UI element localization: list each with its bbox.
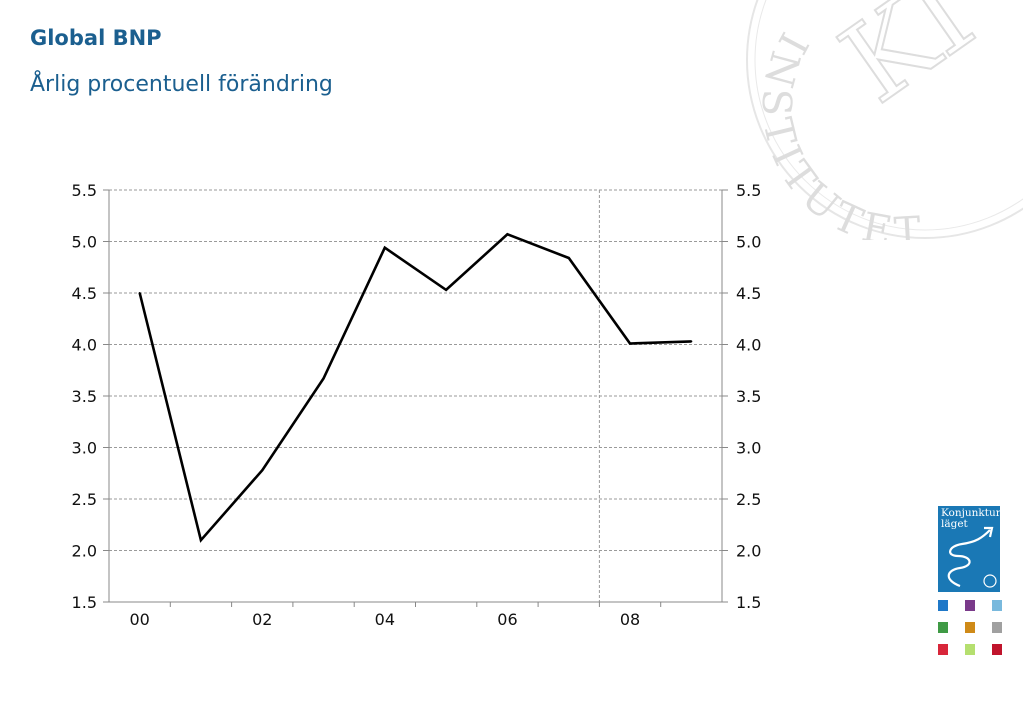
y-right-tick-label: 5.0	[736, 233, 761, 252]
color-swatch-8	[992, 644, 1002, 655]
x-axis-ticks: 00 02 04 06 08	[129, 610, 640, 629]
data-point	[322, 377, 325, 380]
institute-seal-watermark: INSTITUTET KI	[746, 0, 1023, 240]
x-tick-label: 00	[129, 610, 149, 629]
y-left-tick-label: 2.5	[72, 490, 97, 509]
data-point	[445, 288, 448, 291]
y-axis-right-ticks: 5.5 5.0 4.5 4.0 3.5 3.0 2.5 2.0 1.5	[736, 181, 761, 612]
y-left-tick-label: 5.5	[72, 181, 97, 200]
y-right-tick-label: 4.5	[736, 284, 761, 303]
y-right-tick-label: 2.5	[736, 490, 761, 509]
series-layer	[138, 232, 693, 543]
y-right-tick-label: 3.0	[736, 439, 761, 458]
color-swatch-0	[938, 600, 948, 611]
y-left-tick-label: 3.5	[72, 387, 97, 406]
data-point	[567, 256, 570, 259]
y-left-tick-label: 5.0	[72, 233, 97, 252]
y-right-tick-label: 5.5	[736, 181, 761, 200]
series-line-0	[138, 232, 692, 543]
color-swatch-7	[965, 644, 975, 655]
y-axis-left-ticks: 5.5 5.0 4.5 4.0 3.5 3.0 2.5 2.0 1.5	[72, 181, 97, 612]
data-point	[629, 342, 632, 345]
color-swatch-4	[965, 622, 975, 633]
data-point	[506, 233, 509, 236]
x-tick-label: 08	[620, 610, 640, 629]
y-left-tick-label: 2.0	[72, 542, 97, 561]
color-swatch-2	[992, 600, 1002, 611]
color-swatch-1	[965, 600, 975, 611]
logo-text: Konjunktur läget	[941, 507, 1000, 530]
x-tick-label: 04	[375, 610, 395, 629]
data-point	[199, 539, 202, 542]
konjunkturlaget-logo: Konjunktur läget	[938, 506, 1000, 592]
y-right-tick-label: 1.5	[736, 593, 761, 612]
y-left-tick-label: 4.5	[72, 284, 97, 303]
y-left-tick-label: 4.0	[72, 336, 97, 355]
y-right-tick-label: 4.0	[736, 336, 761, 355]
y-right-tick-label: 2.0	[736, 542, 761, 561]
y-right-tick-label: 3.5	[736, 387, 761, 406]
chart-axes	[103, 189, 728, 607]
data-point	[383, 246, 386, 249]
chart-title: Global BNP	[30, 26, 162, 50]
data-point	[690, 340, 693, 343]
data-point	[138, 292, 141, 294]
chart-grid	[109, 189, 722, 602]
x-tick-label: 02	[252, 610, 272, 629]
color-swatch-5	[992, 622, 1002, 633]
color-swatch-6	[938, 644, 948, 655]
y-left-tick-label: 3.0	[72, 439, 97, 458]
chart-subtitle: Årlig procentuell förändring	[30, 72, 333, 97]
y-left-tick-label: 1.5	[72, 593, 97, 612]
x-tick-label: 06	[497, 610, 517, 629]
konjunkturlaget-cover-icon	[947, 526, 997, 588]
color-swatch-3	[938, 622, 948, 633]
publication-color-swatches	[938, 600, 1002, 655]
data-point	[261, 469, 264, 472]
